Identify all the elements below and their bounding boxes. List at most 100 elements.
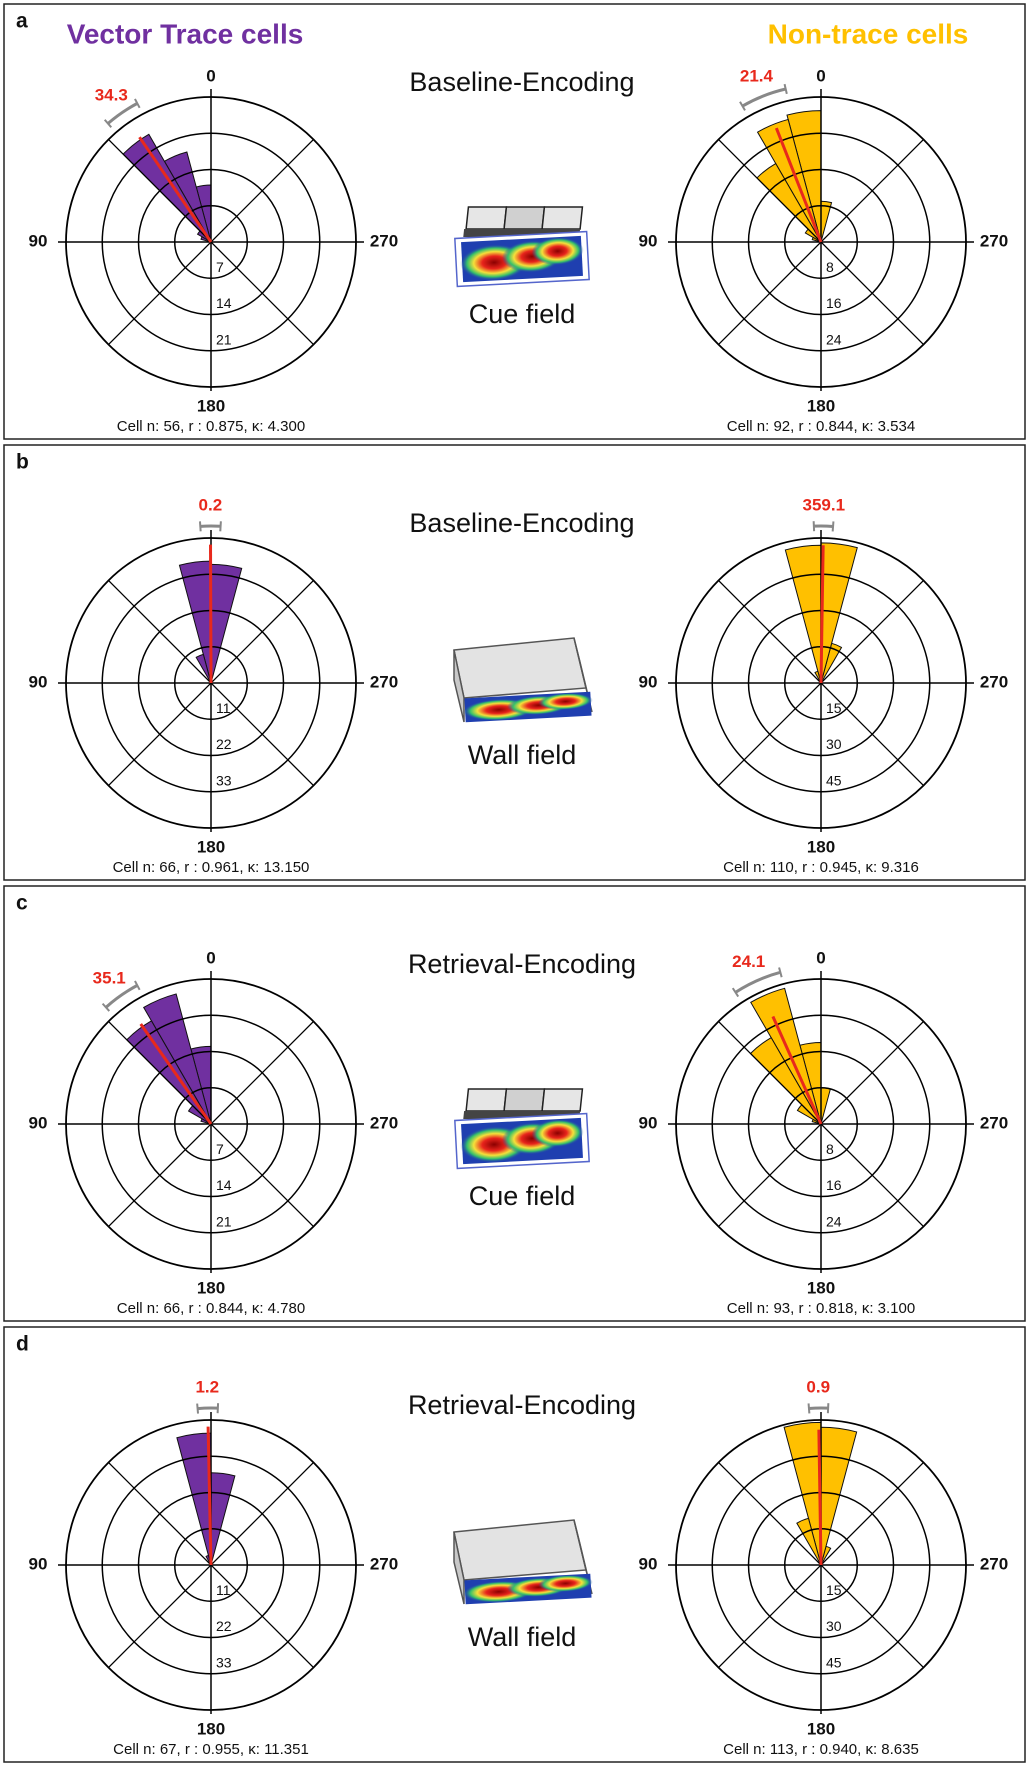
ci-end xyxy=(731,987,740,998)
rose-wedge xyxy=(210,563,243,684)
theta-label: 0 xyxy=(206,948,215,967)
ci-end xyxy=(783,83,788,95)
ci-end xyxy=(831,521,835,532)
field-icon xyxy=(454,638,594,722)
mean-line xyxy=(139,1023,213,1125)
ring-label: 15 xyxy=(826,1582,842,1598)
theta-label: 90 xyxy=(639,1113,658,1132)
theta-label: 180 xyxy=(807,837,835,856)
ring-label: 8 xyxy=(826,1141,834,1157)
mean-label: 0.9 xyxy=(806,1378,830,1397)
caption: Cell n: 66, r : 0.844, κ: 4.780 xyxy=(117,1300,305,1317)
ring xyxy=(711,132,931,352)
theta-label: 180 xyxy=(197,1278,225,1297)
caption: Cell n: 110, r : 0.945, κ: 9.316 xyxy=(723,859,919,876)
mean-line xyxy=(206,1426,213,1566)
rose-wedge xyxy=(756,118,822,243)
ci-end xyxy=(101,1002,111,1012)
caption: Cell n: 113, r : 0.940, κ: 8.635 xyxy=(723,1741,919,1758)
mean-label: 359.1 xyxy=(803,496,846,515)
theta-label: 180 xyxy=(807,1278,835,1297)
ring-label: 11 xyxy=(216,1582,231,1598)
outer-ring xyxy=(675,1419,967,1711)
theta-label: 270 xyxy=(980,1113,1008,1132)
theta-label: 90 xyxy=(29,231,48,250)
ci-end xyxy=(739,101,746,111)
theta-label: 270 xyxy=(370,1554,398,1573)
ring-label: 8 xyxy=(826,259,834,275)
panel-title: Retrieval-Encoding xyxy=(408,949,636,979)
ring-label: 33 xyxy=(216,772,232,788)
mean-line xyxy=(774,127,823,243)
rose-wedge xyxy=(814,670,822,684)
header-trace: Vector Trace cells xyxy=(67,18,304,49)
mean-line xyxy=(817,1429,823,1566)
ci-end xyxy=(103,119,113,128)
ring xyxy=(137,168,285,316)
panel-frame xyxy=(3,3,1026,440)
panel-letter: b xyxy=(16,451,29,474)
panel-title: Retrieval-Encoding xyxy=(408,1390,636,1420)
field-icon xyxy=(455,207,589,286)
theta-label: 180 xyxy=(197,1719,225,1738)
ci-end xyxy=(134,980,141,991)
ring-label: 14 xyxy=(216,295,232,311)
rose-wedge xyxy=(195,653,212,684)
theta-label: 270 xyxy=(370,1113,398,1132)
theta-label: 0 xyxy=(206,66,215,85)
ci-arc xyxy=(741,87,787,108)
icon-label: Cue field xyxy=(469,299,576,329)
caption: Cell n: 93, r : 0.818, κ: 3.100 xyxy=(727,1300,915,1317)
theta-label: 270 xyxy=(370,231,398,250)
theta-label: 90 xyxy=(29,672,48,691)
icon-label: Wall field xyxy=(468,1622,577,1652)
ring xyxy=(784,1087,858,1161)
outer-ring xyxy=(65,96,357,388)
theta-label: 0 xyxy=(816,66,825,85)
theta-label: 270 xyxy=(370,672,398,691)
rose-wedge xyxy=(811,1118,822,1125)
ring xyxy=(747,168,895,316)
caption: Cell n: 92, r : 0.844, κ: 3.534 xyxy=(727,418,915,435)
icon-label: Cue field xyxy=(469,1181,576,1211)
mean-label: 1.2 xyxy=(195,1378,219,1397)
theta-label: 180 xyxy=(197,837,225,856)
ring-label: 30 xyxy=(826,736,842,752)
ring xyxy=(101,132,321,352)
outer-ring xyxy=(65,978,357,1270)
header-nontrace: Non-trace cells xyxy=(768,18,969,49)
ci-end xyxy=(198,521,202,532)
ring-label: 22 xyxy=(216,1618,232,1634)
ci-arc xyxy=(734,970,781,994)
outer-ring xyxy=(675,96,967,388)
ring-label: 21 xyxy=(216,331,232,347)
theta-label: 0 xyxy=(816,948,825,967)
ring xyxy=(174,205,248,279)
panel-title: Baseline-Encoding xyxy=(409,67,634,97)
rose-wedge xyxy=(796,1517,822,1566)
ring xyxy=(101,1455,321,1675)
caption: Cell n: 56, r : 0.875, κ: 4.300 xyxy=(117,418,305,435)
ring-label: 14 xyxy=(216,1177,232,1193)
ring-label: 7 xyxy=(216,259,224,275)
panel-letter: a xyxy=(16,10,28,33)
panel-frame xyxy=(3,1326,1026,1763)
panel-letter: d xyxy=(16,1333,29,1356)
ring-label: 33 xyxy=(216,1654,232,1670)
theta-label: 90 xyxy=(29,1113,48,1132)
ring xyxy=(137,1050,285,1198)
panel-letter: c xyxy=(16,892,28,915)
ring-label: 11 xyxy=(216,700,231,716)
ring xyxy=(784,205,858,279)
theta-label: 270 xyxy=(980,1554,1008,1573)
mean-label: 21.4 xyxy=(740,67,774,86)
ring-label: 24 xyxy=(826,331,842,347)
field-icon xyxy=(455,1089,589,1168)
mean-label: 34.3 xyxy=(95,85,128,104)
field-icon xyxy=(454,1520,594,1604)
ring xyxy=(137,1491,285,1639)
ci-end xyxy=(778,967,783,978)
outer-ring xyxy=(65,1419,357,1711)
